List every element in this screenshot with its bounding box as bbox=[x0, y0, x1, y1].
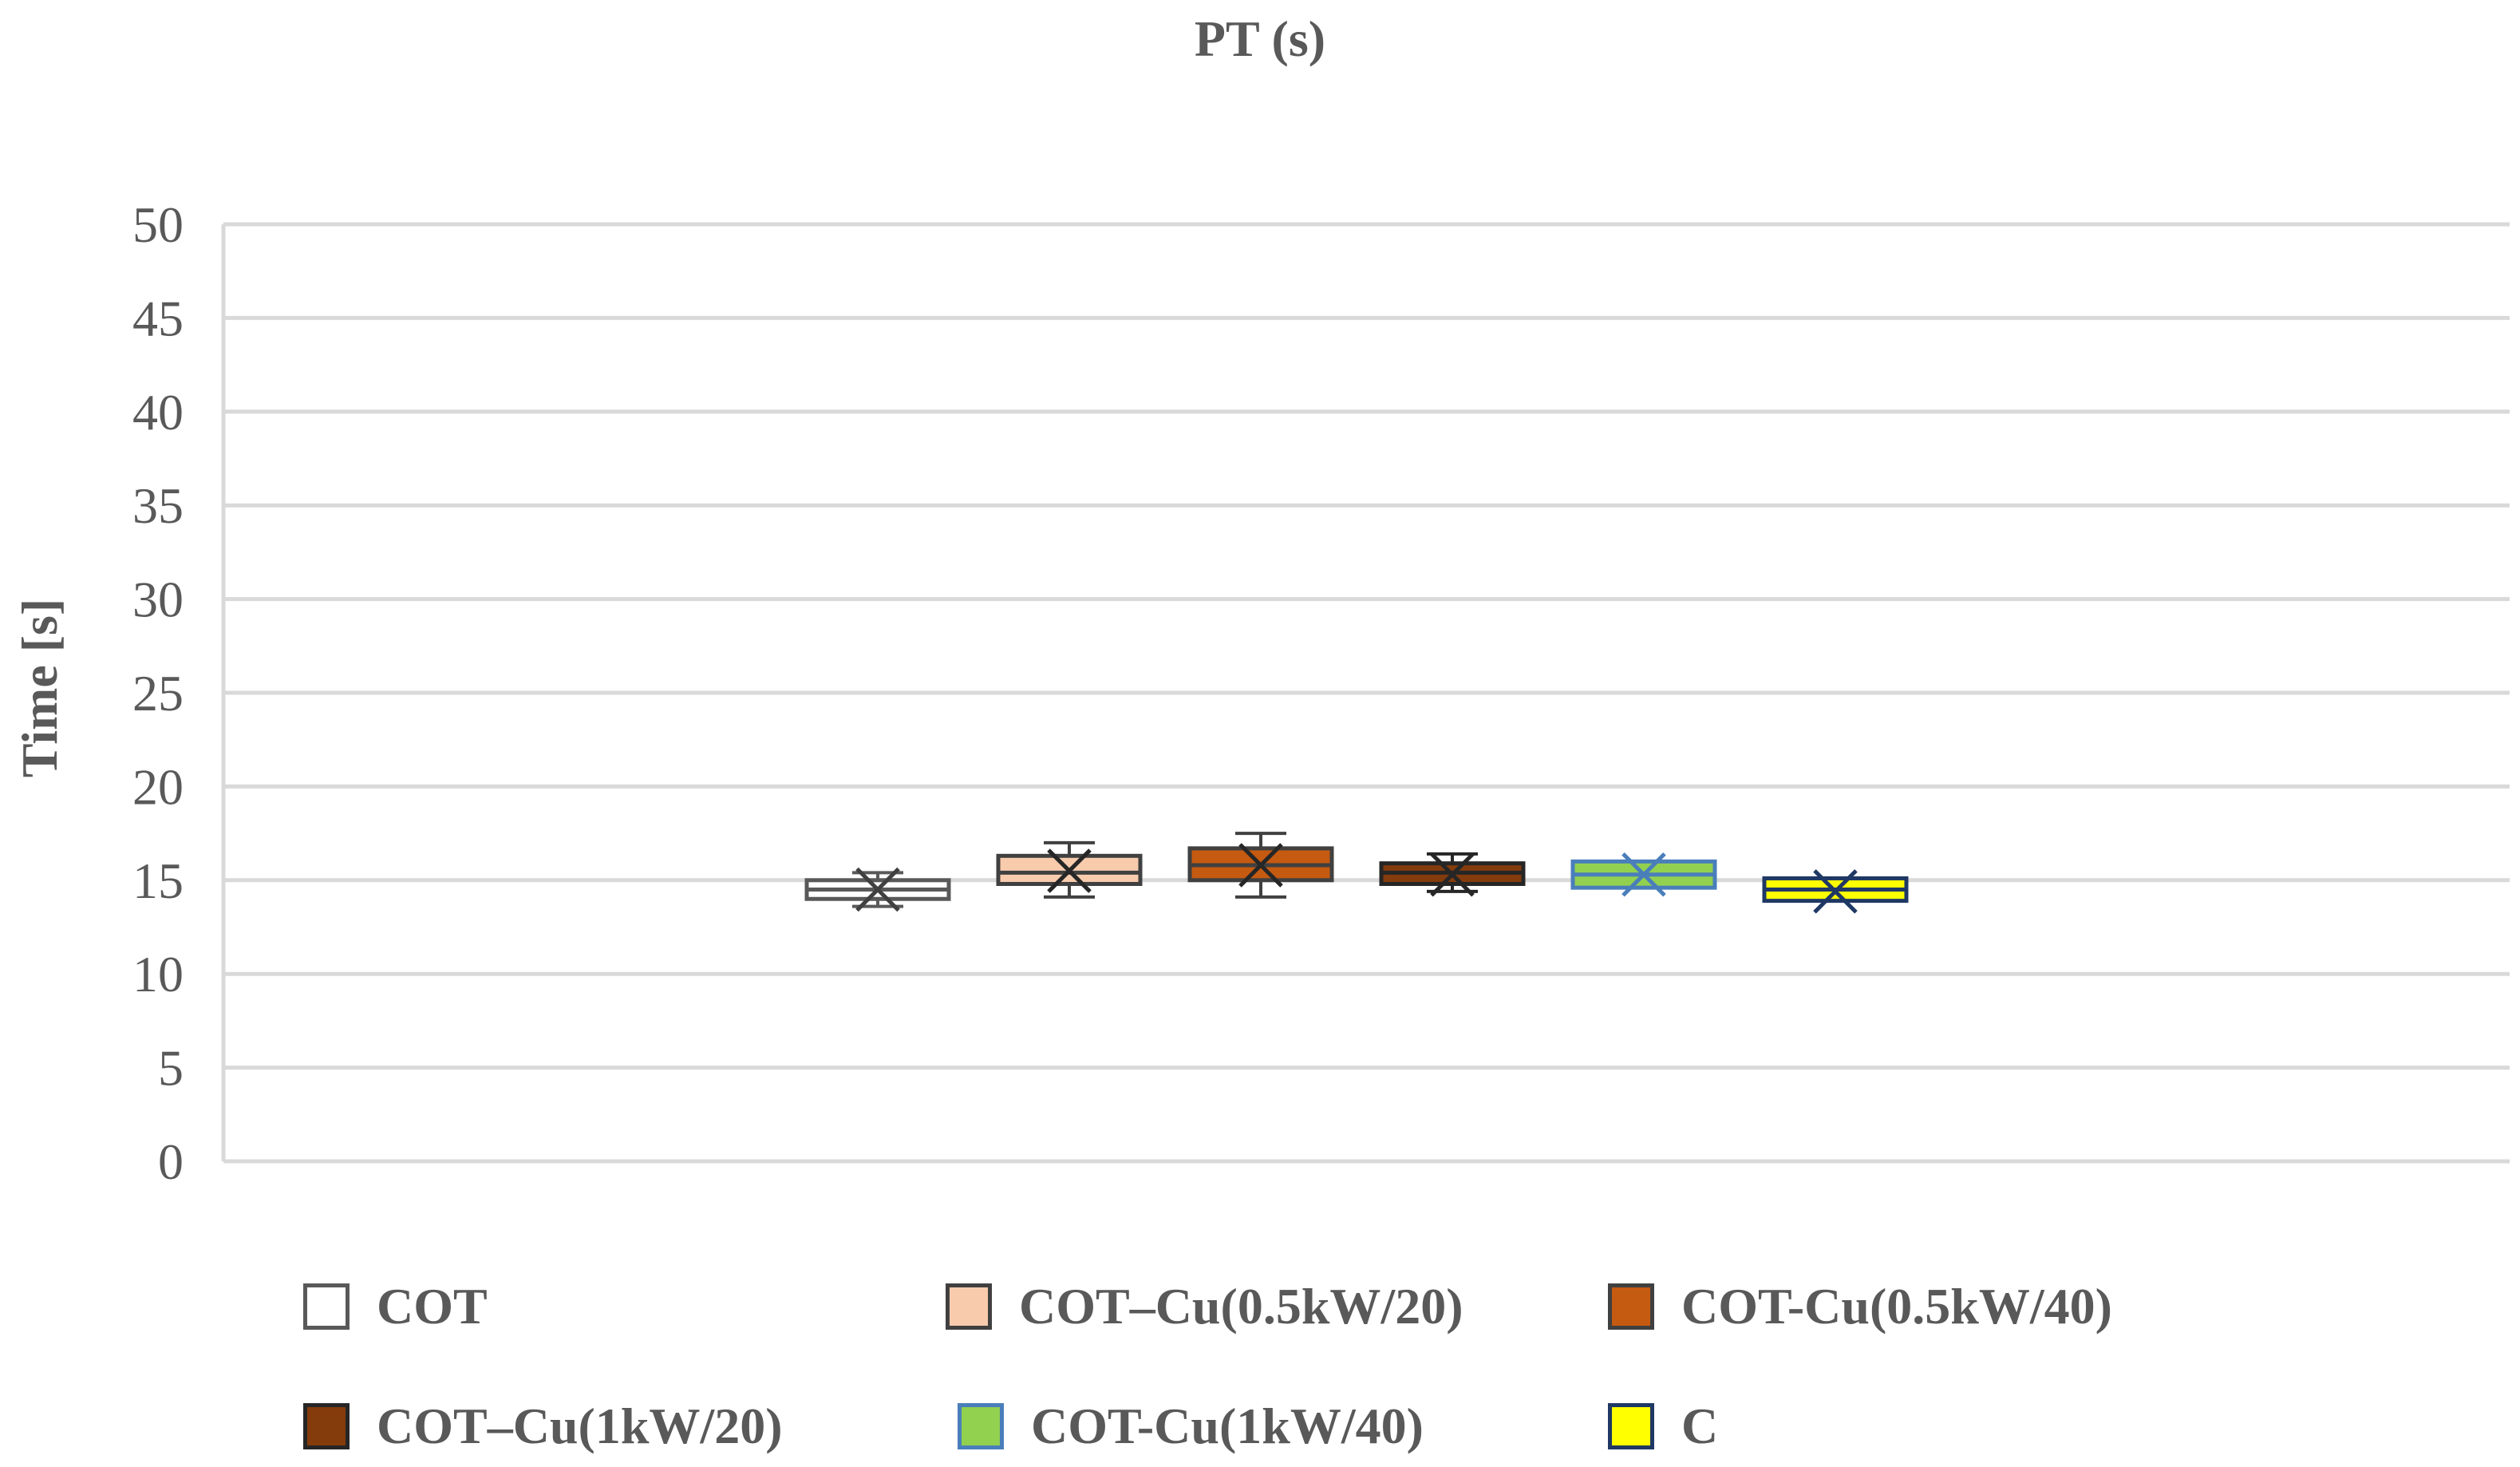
y-tick-label: 15 bbox=[132, 852, 184, 909]
legend-item: C bbox=[1608, 1397, 1718, 1456]
legend-swatch bbox=[1608, 1403, 1654, 1449]
legend-swatch bbox=[303, 1283, 350, 1330]
y-tick-label: 35 bbox=[132, 477, 184, 534]
mean-marker bbox=[855, 867, 900, 912]
legend-label: COT–Cu(1kW/20) bbox=[377, 1398, 783, 1454]
legend-item: COT-Cu(1kW/40) bbox=[958, 1397, 1424, 1456]
legend-swatch bbox=[303, 1403, 350, 1449]
mean-marker bbox=[1813, 869, 1858, 914]
mean-marker bbox=[1047, 848, 1092, 893]
y-tick-label: 40 bbox=[132, 384, 184, 441]
legend-swatch bbox=[946, 1283, 992, 1330]
legend-item: COT–Cu(0.5kW/20) bbox=[946, 1277, 1463, 1336]
legend-item: COT-Cu(0.5kW/40) bbox=[1608, 1277, 2112, 1336]
legend-label: COT–Cu(0.5kW/20) bbox=[1019, 1278, 1463, 1335]
y-tick-label: 30 bbox=[132, 571, 184, 628]
legend-item: COT bbox=[303, 1277, 488, 1336]
legend-label: C bbox=[1681, 1398, 1719, 1454]
mean-marker bbox=[1430, 852, 1475, 897]
y-tick-label: 10 bbox=[132, 946, 184, 1002]
legend-label: COT-Cu(0.5kW/40) bbox=[1681, 1278, 2112, 1335]
legend-swatch bbox=[1608, 1283, 1654, 1330]
legend-item: COT–Cu(1kW/20) bbox=[303, 1397, 783, 1456]
mean-marker bbox=[1238, 843, 1283, 888]
chart-title: PT (s) bbox=[1194, 10, 1326, 67]
y-tick-label: 25 bbox=[132, 665, 184, 722]
legend-swatch bbox=[958, 1403, 1004, 1449]
y-tick-label: 50 bbox=[132, 196, 184, 253]
y-tick-label: 5 bbox=[158, 1040, 184, 1097]
y-tick-label: 0 bbox=[158, 1133, 184, 1190]
y-tick-label: 20 bbox=[132, 758, 184, 815]
y-tick-label: 45 bbox=[132, 290, 184, 346]
legend-label: COT bbox=[377, 1278, 488, 1335]
mean-marker bbox=[1621, 852, 1666, 897]
legend-label: COT-Cu(1kW/40) bbox=[1031, 1398, 1424, 1454]
